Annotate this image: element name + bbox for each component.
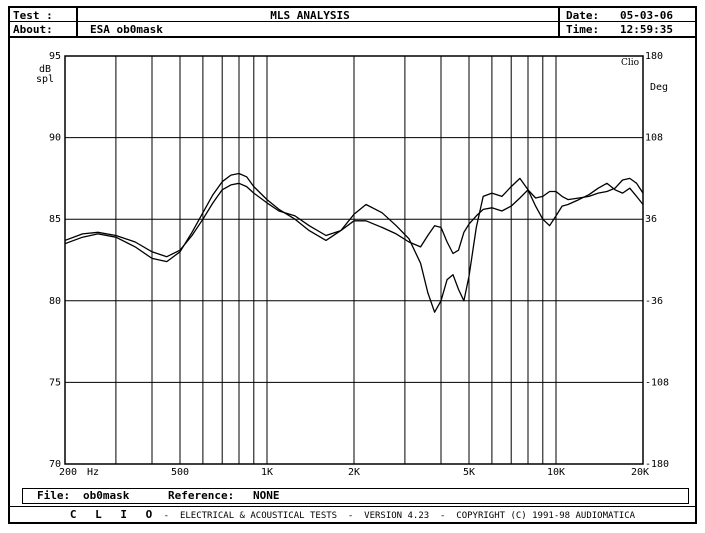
date-label: Date: bbox=[566, 9, 600, 22]
brand-logo-text: C L I O bbox=[69, 508, 159, 521]
x-tick-label: 500 bbox=[171, 467, 189, 478]
file-label: File: bbox=[37, 489, 71, 502]
reference-value: NONE bbox=[253, 489, 280, 502]
time-value: 12:59:35 bbox=[620, 23, 673, 36]
x-tick-label: 1K bbox=[261, 467, 273, 478]
file-value: ob0mask bbox=[83, 489, 130, 502]
y2-tick-label: 36 bbox=[645, 214, 657, 225]
x-tick-label: 10K bbox=[547, 467, 565, 478]
page-title: MLS ANALYSIS bbox=[270, 9, 350, 22]
y-tick-label: 80 bbox=[49, 296, 61, 307]
plot-border bbox=[64, 55, 644, 465]
about-value: ESA ob0mask bbox=[90, 23, 163, 36]
series-line-1 bbox=[65, 172, 643, 313]
y-tick-label: 70 bbox=[49, 459, 61, 470]
about-label: About: bbox=[13, 23, 53, 36]
y-tick-label: 85 bbox=[49, 214, 61, 225]
brand-label: Clio bbox=[621, 58, 639, 68]
y-tick-label: 95 bbox=[49, 51, 61, 62]
y2-tick-label: 180 bbox=[645, 51, 663, 62]
y2-tick-label: -36 bbox=[645, 296, 663, 307]
response-chart: 70 75 80 85 90 95 -180 -108 -36 36 108 180 200 500 1K 2… bbox=[36, 51, 669, 478]
y-axis-label: spl bbox=[36, 74, 54, 85]
x-tick-label: 20K bbox=[631, 467, 649, 478]
file-bar: File: ob0mask Reference: NONE bbox=[22, 488, 689, 504]
x-tick-label: 5K bbox=[463, 467, 475, 478]
x-tick-label: 2K bbox=[348, 467, 360, 478]
y2-tick-label: 108 bbox=[645, 133, 663, 144]
y2-tick-label: -180 bbox=[645, 459, 669, 470]
y-tick-label: 90 bbox=[49, 133, 61, 144]
analyzer-window: Test : About: ESA ob0mask MLS ANALYSIS D… bbox=[8, 6, 697, 524]
reference-label: Reference: bbox=[168, 489, 235, 502]
header-bar: Test : About: ESA ob0mask MLS ANALYSIS D… bbox=[10, 8, 695, 38]
x-tick-label: 200 bbox=[59, 467, 77, 478]
time-label: Time: bbox=[566, 23, 600, 36]
test-label: Test : bbox=[13, 9, 53, 22]
y2-tick-label: -108 bbox=[645, 377, 669, 388]
series-line-2 bbox=[65, 182, 643, 258]
date-value: 05-03-06 bbox=[620, 9, 673, 22]
footer-text: - ELECTRICAL & ACOUSTICAL TESTS - VERSIO… bbox=[158, 511, 636, 521]
y-tick-label: 75 bbox=[49, 377, 61, 388]
x-unit-label: Hz bbox=[87, 467, 99, 478]
footer-bar: C L I O - ELECTRICAL & ACOUSTICAL TESTS … bbox=[10, 506, 695, 522]
y-axis-label: dB bbox=[39, 64, 51, 75]
y2-axis-label: Deg bbox=[650, 82, 668, 93]
